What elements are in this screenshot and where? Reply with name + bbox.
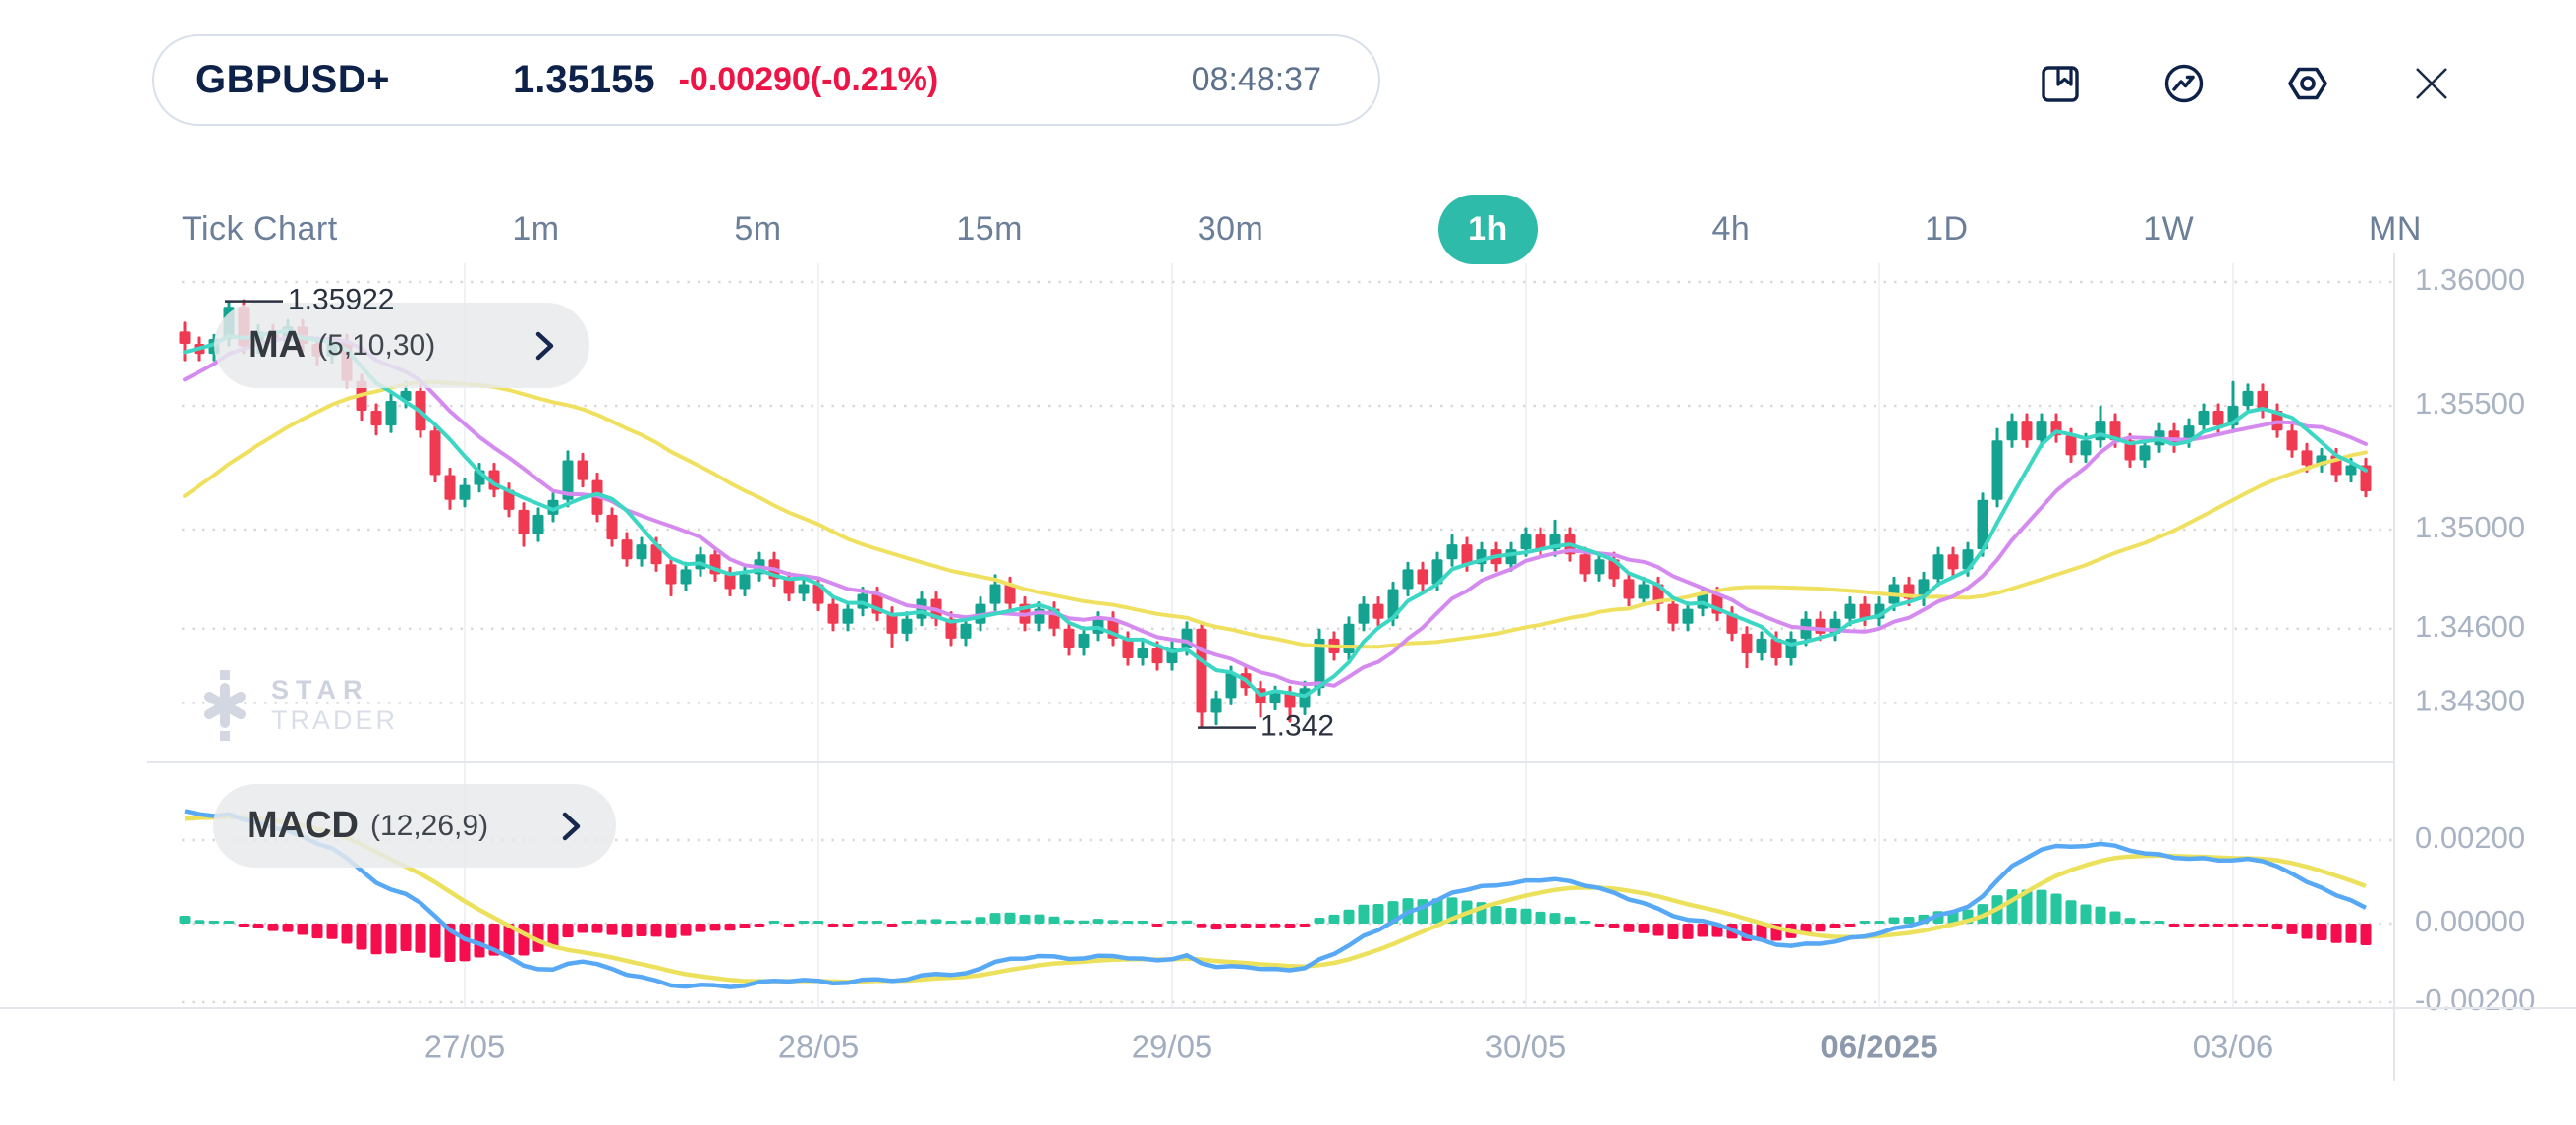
ma-indicator-button[interactable]: MA (5,10,30) <box>214 303 589 388</box>
watermark-line2: TRADER <box>271 705 399 735</box>
svg-text:0.00200: 0.00200 <box>2415 820 2525 855</box>
watermark-line1: STAR <box>271 674 369 704</box>
tab-tick-chart[interactable]: Tick Chart <box>182 209 338 248</box>
macd-indicator-button[interactable]: MACD (12,26,9) <box>213 784 616 868</box>
svg-text:30/05: 30/05 <box>1485 1029 1567 1065</box>
tab-15m[interactable]: 15m <box>956 209 1023 248</box>
ma-label: MA <box>248 324 307 366</box>
header-actions <box>2039 62 2453 105</box>
svg-text:29/05: 29/05 <box>1132 1029 1213 1065</box>
price-change: -0.00290(-0.21%) <box>678 61 939 98</box>
tab-1h[interactable]: 1h <box>1438 194 1538 264</box>
star-trader-logo-icon <box>204 670 246 741</box>
timeframe-tabs: Tick Chart 1m 5m 15m 30m 1h 4h 1D 1W MN <box>182 192 2422 266</box>
tab-5m[interactable]: 5m <box>734 209 782 248</box>
bookmark-icon[interactable] <box>2039 62 2082 105</box>
tab-4h[interactable]: 4h <box>1711 209 1751 248</box>
settings-icon[interactable] <box>2286 62 2329 105</box>
svg-text:1.35000: 1.35000 <box>2415 510 2525 544</box>
svg-text:1.35500: 1.35500 <box>2415 386 2525 421</box>
svg-text:06/2025: 06/2025 <box>1820 1029 1937 1065</box>
ma-params: (5,10,30) <box>317 328 436 362</box>
svg-text:0.00000: 0.00000 <box>2415 904 2525 938</box>
svg-text:-0.00200: -0.00200 <box>2415 983 2535 1017</box>
tab-1m[interactable]: 1m <box>512 209 560 248</box>
symbol-name: GBPUSD+ <box>196 58 390 101</box>
tab-mn[interactable]: MN <box>2369 209 2422 248</box>
chevron-right-icon <box>535 331 554 360</box>
tab-30m[interactable]: 30m <box>1197 209 1264 248</box>
svg-text:03/06: 03/06 <box>2193 1029 2274 1065</box>
chevron-right-icon <box>562 812 581 840</box>
current-price: 1.35155 <box>513 58 655 101</box>
svg-text:27/05: 27/05 <box>424 1029 506 1065</box>
server-time: 08:48:37 <box>1191 61 1321 98</box>
svg-text:28/05: 28/05 <box>778 1029 860 1065</box>
tab-1d[interactable]: 1D <box>1925 209 1969 248</box>
quote-bar: GBPUSD+ 1.35155 -0.00290(-0.21%) 08:48:3… <box>152 34 1380 126</box>
macd-params: (12,26,9) <box>369 809 489 842</box>
svg-text:1.34600: 1.34600 <box>2415 609 2525 644</box>
macd-label: MACD <box>247 805 359 846</box>
svg-text:1.36000: 1.36000 <box>2415 262 2525 297</box>
watermark: STAR TRADER <box>195 668 398 743</box>
svg-text:1.34300: 1.34300 <box>2415 684 2525 718</box>
close-icon[interactable] <box>2410 62 2453 105</box>
tab-1w[interactable]: 1W <box>2143 209 2195 248</box>
trend-circle-icon[interactable] <box>2162 62 2206 105</box>
